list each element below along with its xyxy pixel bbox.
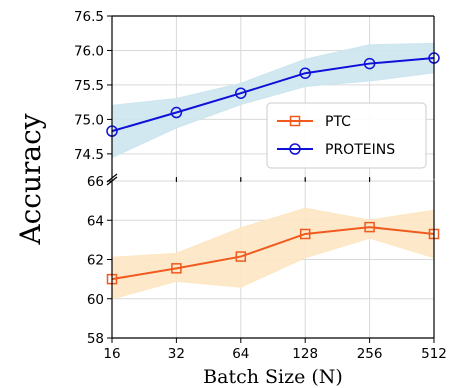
x-tick-label: 32 [168, 346, 185, 362]
proteins-point [235, 87, 247, 99]
ptc-point [364, 221, 375, 233]
ptc-series-line [111, 226, 435, 281]
x-tick-label: 64 [232, 346, 249, 362]
legend-marker-proteins [289, 143, 301, 155]
legend-label-proteins: PROTEINS [325, 142, 395, 158]
y-tick-label-upper: 76.5 [74, 9, 104, 25]
y-tick-label-lower: 60 [87, 292, 104, 308]
proteins-confidence-band [112, 43, 434, 158]
x-tick-label: 16 [103, 346, 120, 362]
ptc-band-upper-edge [111, 207, 435, 259]
x-tick-label: 128 [292, 346, 318, 362]
y-tick-label-lower: 58 [87, 331, 104, 347]
legend: PTC PROTEINS [266, 102, 427, 169]
y-tick-label-lower: 62 [87, 253, 104, 269]
proteins-band-lower-edge [111, 71, 435, 159]
x-tick-label: 512 [421, 346, 447, 362]
ptc-point [299, 228, 311, 240]
y-tick-label-upper: 75.5 [74, 78, 104, 94]
proteins-series-line [111, 57, 435, 133]
x-tick-label: 256 [357, 346, 383, 362]
legend-box [266, 102, 427, 169]
ptc-band-lower-edge [111, 237, 435, 300]
y-tick-label-upper: 76.0 [74, 43, 104, 59]
proteins-band-upper-edge [111, 42, 435, 107]
y-axis-label: Accuracy [14, 113, 47, 245]
proteins-point [363, 57, 376, 70]
proteins-point [299, 67, 311, 79]
ptc-point [171, 263, 182, 274]
proteins-point [170, 106, 183, 119]
x-axis-label: Batch Size (N) [203, 366, 343, 388]
legend-marker-ptc [289, 115, 301, 127]
y-tick-label-upper: 74.5 [74, 147, 104, 163]
y-tick-label-lower: 64 [87, 213, 104, 229]
y-tick-label-upper: 75.0 [74, 112, 104, 128]
legend-label-ptc: PTC [325, 114, 351, 130]
ptc-point [235, 251, 247, 262]
y-tick-label-lower: 66 [87, 174, 104, 190]
ptc-confidence-band [112, 208, 434, 299]
